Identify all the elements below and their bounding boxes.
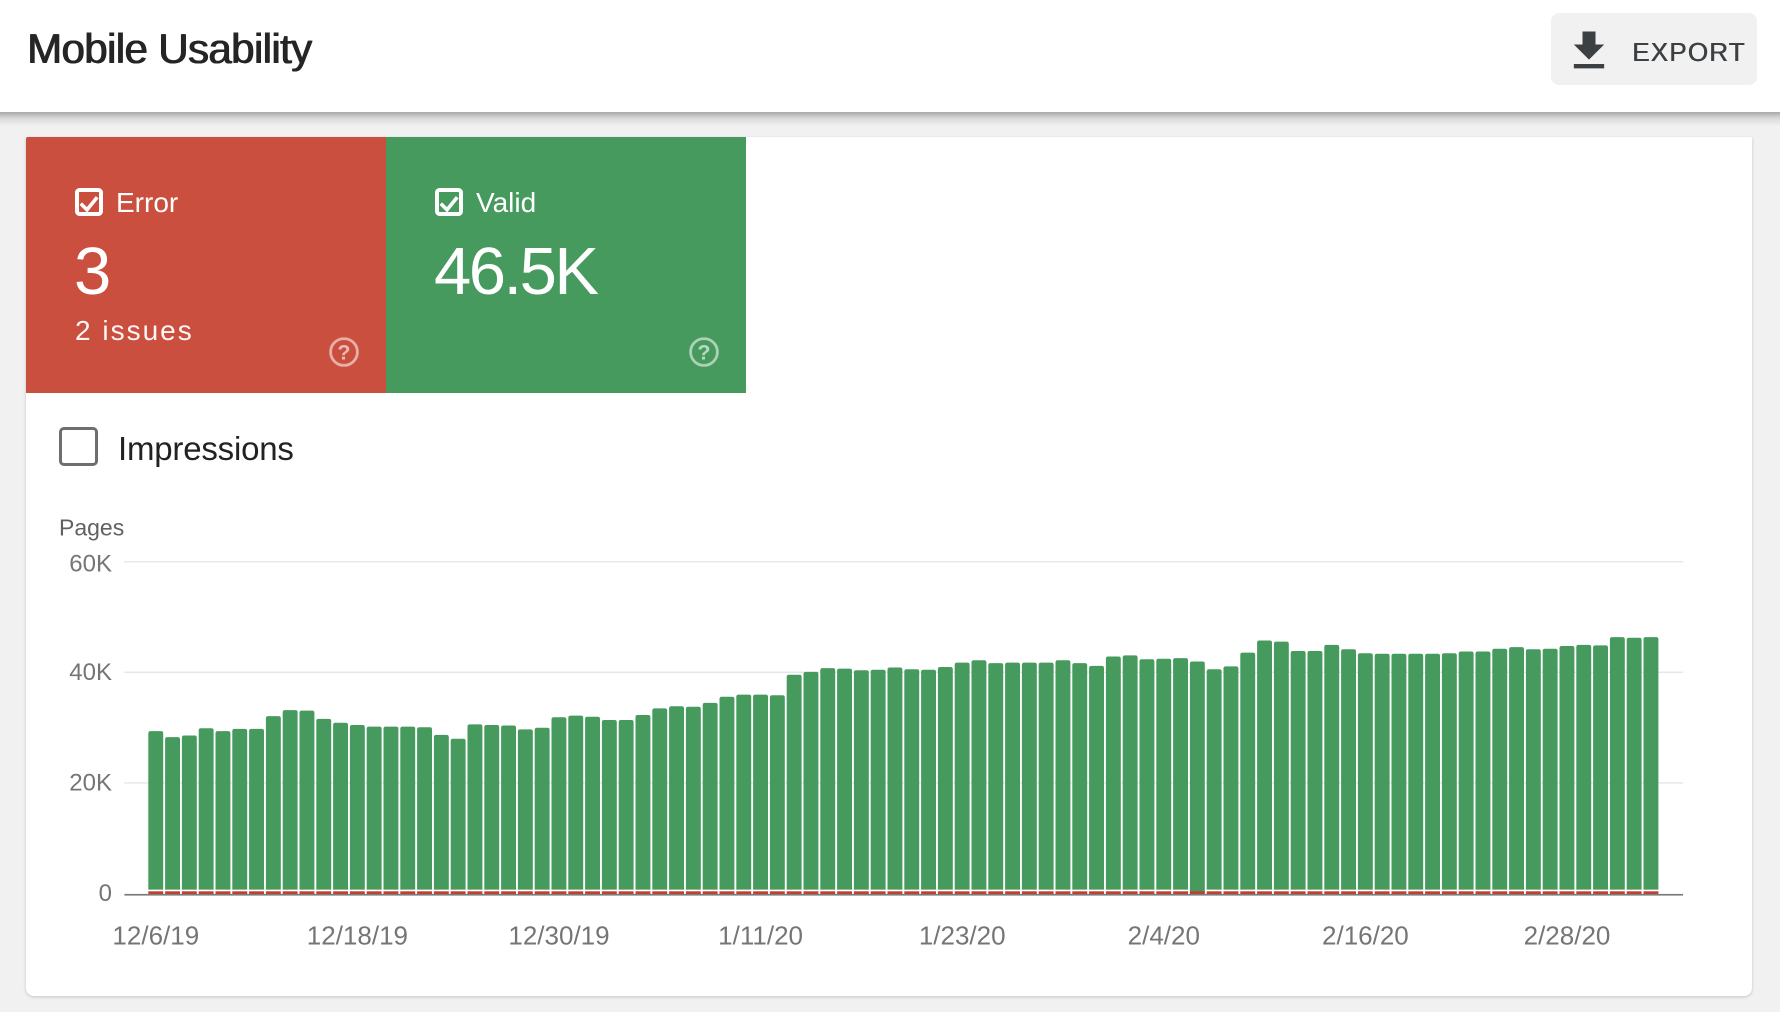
svg-text:2/4/20: 2/4/20 xyxy=(1128,920,1200,950)
svg-text:1/11/20: 1/11/20 xyxy=(718,920,803,950)
svg-text:2/28/20: 2/28/20 xyxy=(1524,920,1611,950)
svg-text:?: ? xyxy=(337,341,350,365)
svg-text:2/16/20: 2/16/20 xyxy=(1322,920,1409,950)
svg-text:60K: 60K xyxy=(69,551,112,578)
svg-text:40K: 40K xyxy=(69,659,112,686)
svg-text:0: 0 xyxy=(99,880,112,907)
svg-text:Pages: Pages xyxy=(59,514,124,540)
svg-text:12/6/19: 12/6/19 xyxy=(112,920,199,950)
svg-text:12/30/19: 12/30/19 xyxy=(508,920,609,950)
svg-text:?: ? xyxy=(697,341,710,365)
svg-text:1/23/20: 1/23/20 xyxy=(919,920,1006,950)
svg-text:20K: 20K xyxy=(69,770,112,797)
svg-text:12/18/19: 12/18/19 xyxy=(307,920,408,950)
